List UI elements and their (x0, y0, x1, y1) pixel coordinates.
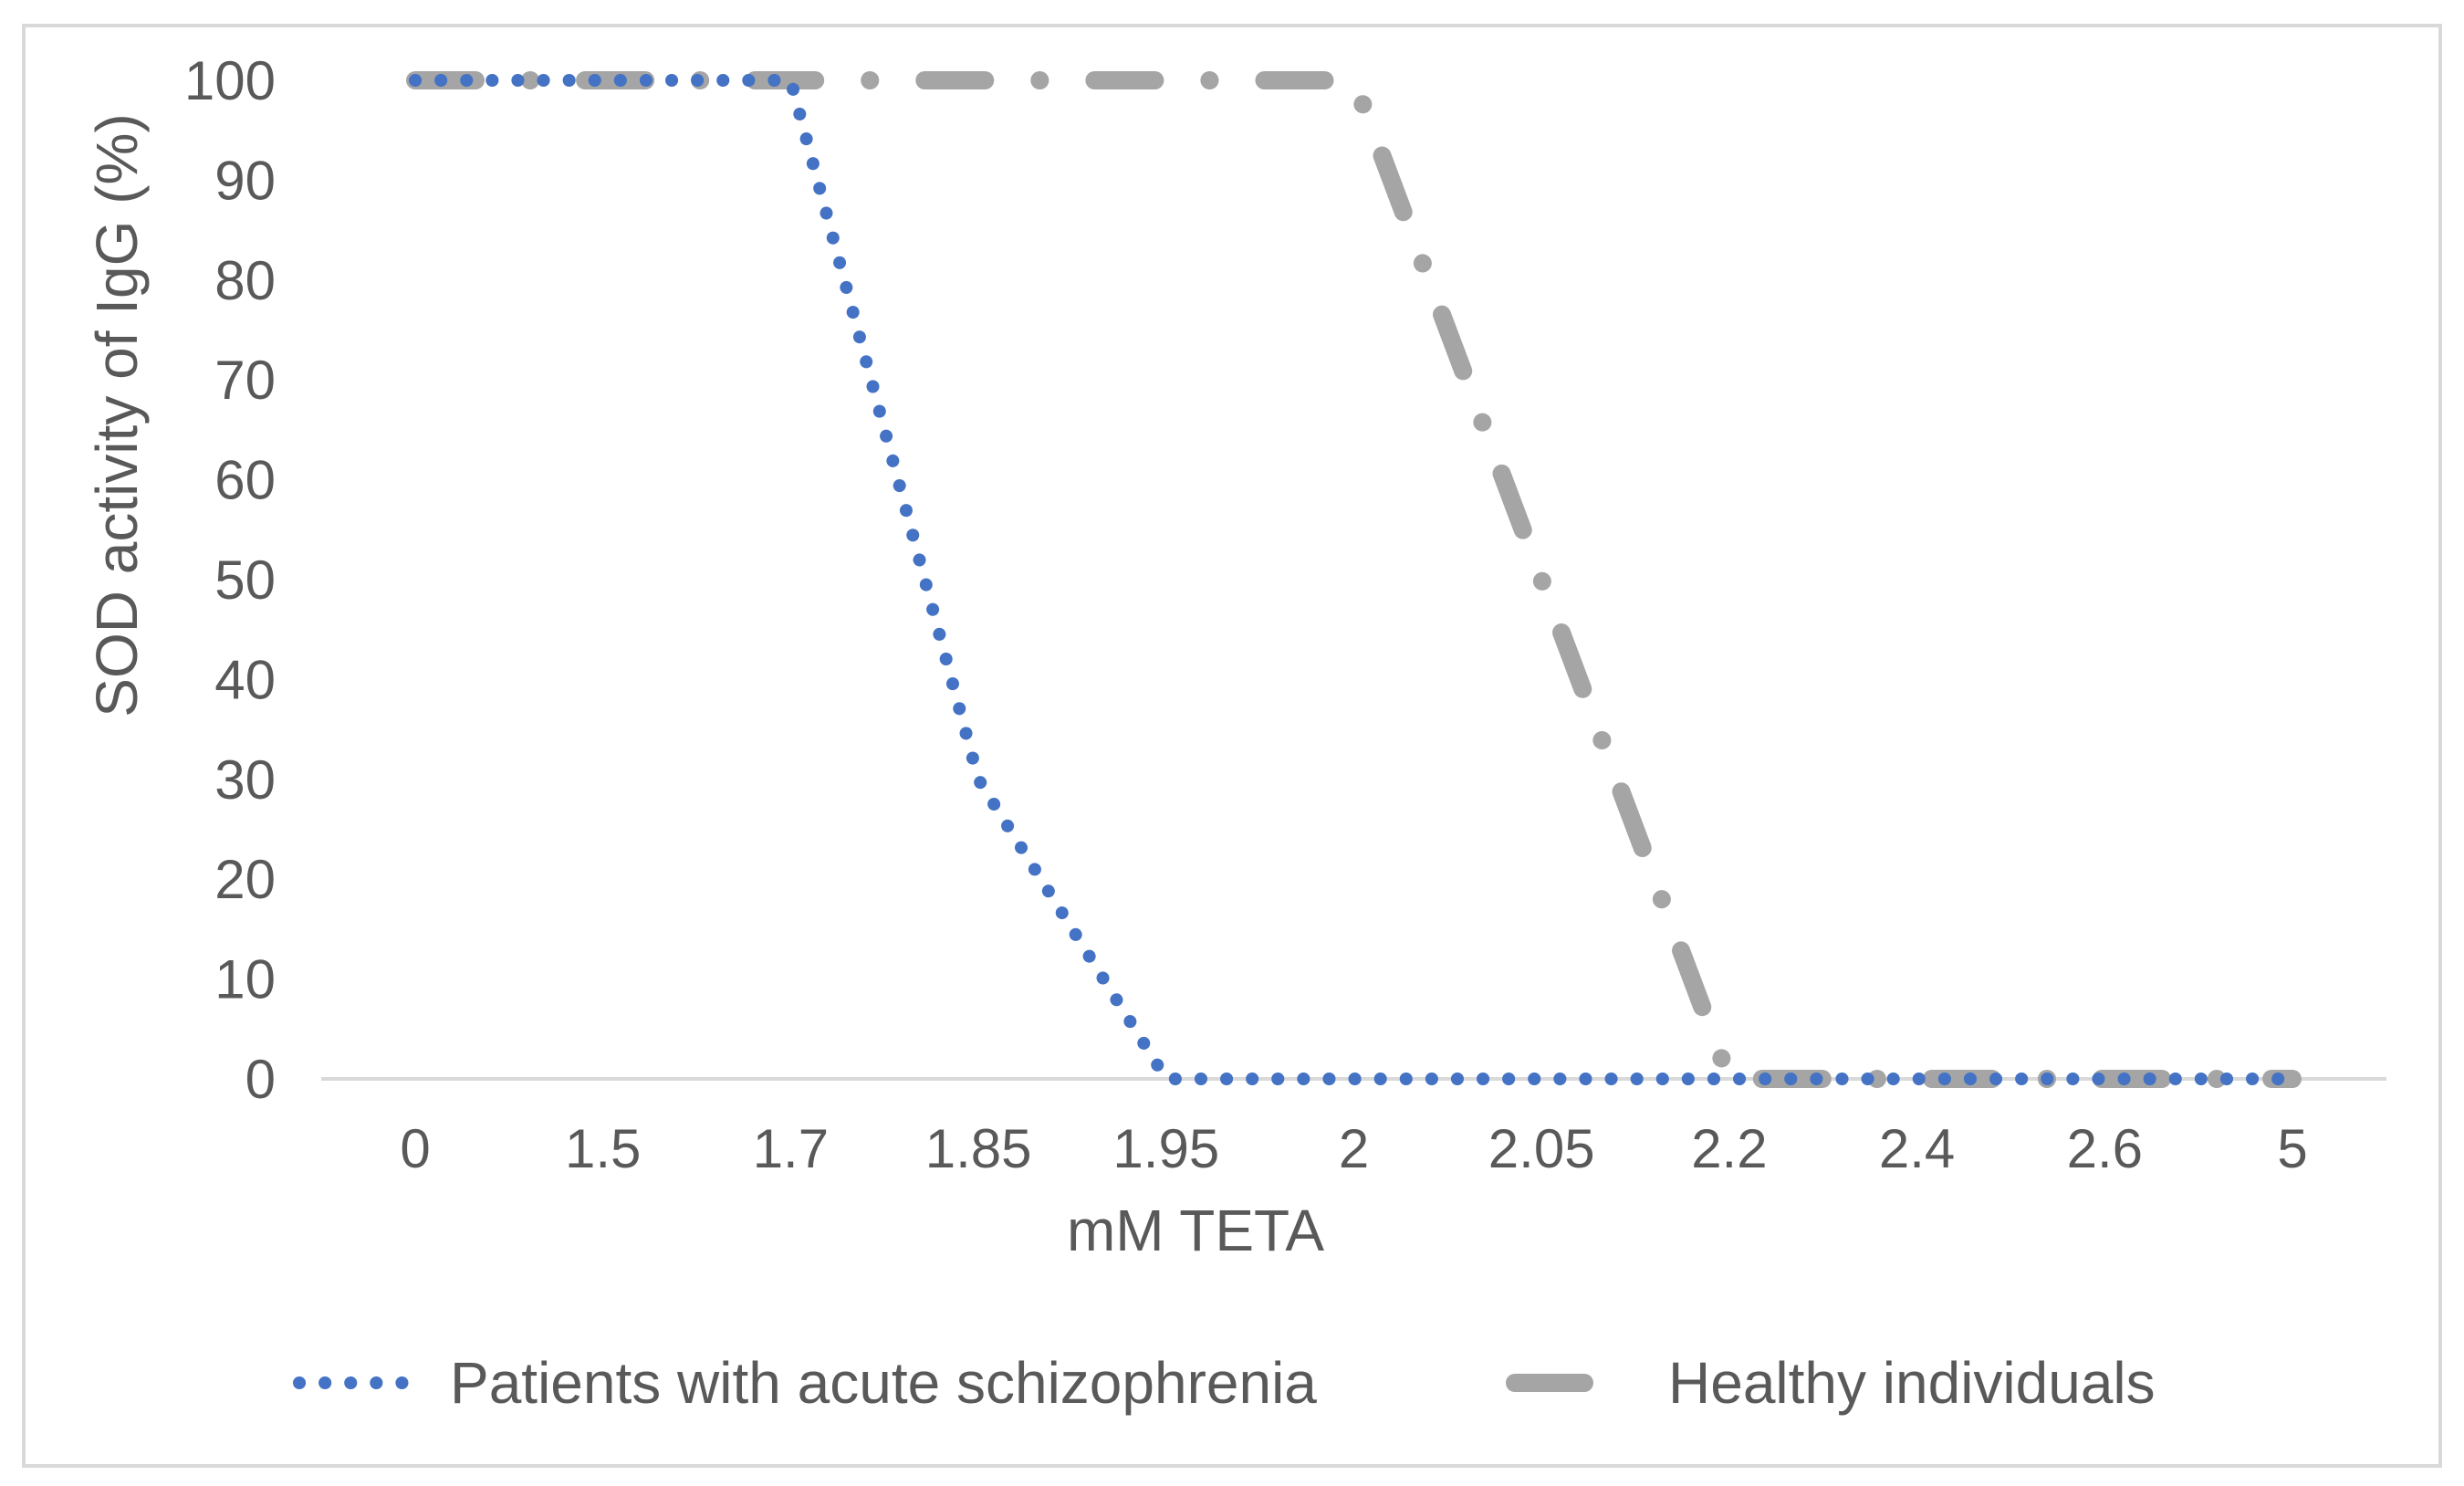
x-tick-label: 2.6 (2067, 1118, 2143, 1179)
legend: Patients with acute schizophrenia Health… (293, 1350, 2156, 1416)
y-tick-label: 50 (214, 549, 276, 611)
y-tick-label: 100 (184, 50, 276, 111)
y-tick-label: 90 (214, 150, 276, 211)
series-line-patients (409, 74, 2299, 1085)
y-tick-label: 0 (245, 1049, 276, 1110)
y-tick-label: 40 (214, 649, 276, 710)
x-tick-label: 1.5 (565, 1118, 641, 1179)
y-tick-label: 80 (214, 250, 276, 311)
x-tick-label: 1.7 (753, 1118, 829, 1179)
y-tick-label: 10 (214, 949, 276, 1010)
x-tick-label: 2 (1339, 1118, 1369, 1179)
axes: 0 10 20 30 40 50 60 70 80 90 100 0 1.5 1.7 1.85 1.95 2 2.… (184, 50, 2386, 1179)
chart-frame (22, 24, 2442, 1468)
x-tick-label: 0 (400, 1118, 430, 1179)
legend-label-healthy: Healthy individuals (1668, 1350, 2156, 1416)
legend-label-patients: Patients with acute schizophrenia (450, 1350, 1317, 1416)
y-tick-label: 60 (214, 450, 276, 511)
x-tick-label: 2.4 (1879, 1118, 1955, 1179)
y-tick-label: 30 (214, 749, 276, 811)
x-tick-label: 1.95 (1112, 1118, 1219, 1179)
x-tick-label: 5 (2277, 1118, 2307, 1179)
series-layer (406, 71, 2302, 1088)
x-tick-label: 1.85 (925, 1118, 1032, 1179)
x-tick-label: 2.05 (1488, 1118, 1595, 1179)
y-tick-label: 70 (214, 350, 276, 411)
y-axis-title: SOD activity of IgG (%) (84, 113, 150, 717)
series-line-healthy (406, 71, 2302, 1088)
y-tick-label: 20 (214, 849, 276, 910)
x-axis-title: mM TETA (1067, 1198, 1324, 1263)
x-tick-label: 2.2 (1691, 1118, 1767, 1179)
